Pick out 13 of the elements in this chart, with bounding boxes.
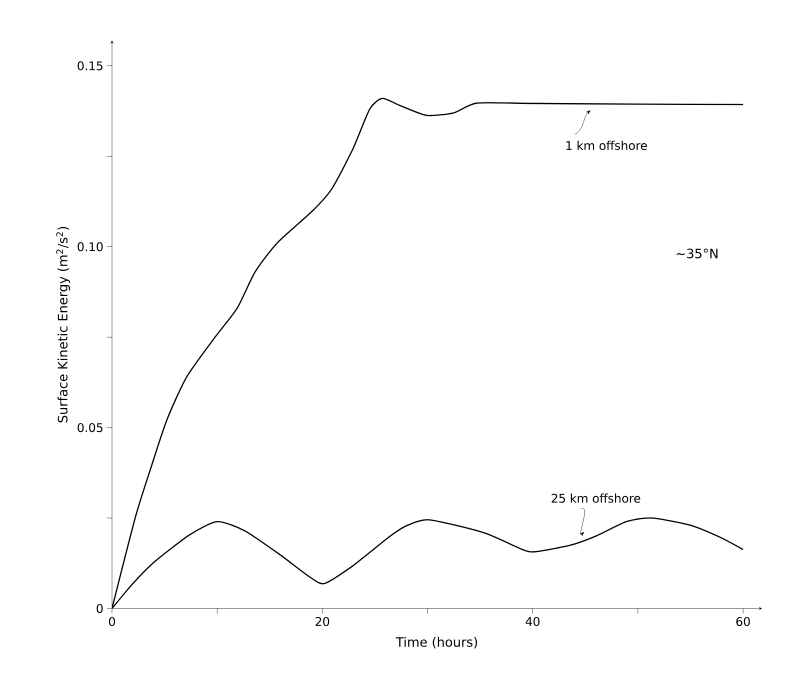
x-tick-label: 60	[736, 616, 750, 626]
series-label: 25 km offshore	[552, 494, 640, 503]
y-tick-label: 0.05	[78, 423, 102, 432]
x-tick-label: 20	[316, 616, 330, 626]
y-tick-label: 0	[96, 604, 103, 614]
x-tick-label: 40	[526, 616, 540, 626]
y-tick-label: 0.10	[78, 242, 103, 252]
y-axis-title: Surface Kinetic Energy (m$^{2}$/s$^{2}$)	[56, 226, 70, 422]
y-tick-label: 0.15	[78, 61, 102, 70]
x-axis-title: Time (hours)	[396, 636, 478, 648]
legend-label: 1 km offshore	[566, 140, 647, 150]
x-tick-label: 0	[108, 616, 116, 626]
annotation: ~35°N	[676, 248, 718, 258]
